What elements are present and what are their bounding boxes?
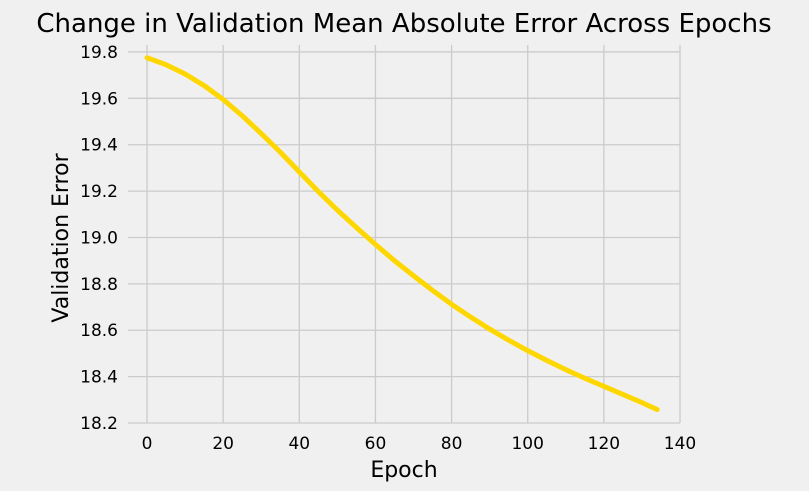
y-tick-label: 18.6 [80, 321, 118, 341]
x-tick-label: 0 [142, 434, 153, 454]
y-tick-label: 19.4 [80, 136, 118, 156]
x-tick-label: 20 [212, 434, 234, 454]
grid [128, 45, 681, 424]
series-line [144, 55, 660, 413]
y-tick-label: 18.8 [80, 275, 118, 295]
y-tick-label: 18.4 [80, 368, 118, 388]
y-tick-label: 19.6 [80, 89, 118, 109]
x-tick-label: 80 [441, 434, 463, 454]
plot-area [128, 45, 680, 423]
series-lines [144, 55, 660, 413]
y-tick-label: 18.2 [80, 414, 118, 434]
x-tick-label: 100 [511, 434, 543, 454]
x-axis-label: Epoch [370, 458, 437, 483]
chart-title: Change in Validation Mean Absolute Error… [36, 9, 771, 39]
x-tick-labels: 0 20 40 60 80 100 120 140 [142, 434, 697, 454]
x-tick-label: 140 [664, 434, 696, 454]
x-tick-label: 120 [588, 434, 620, 454]
x-tick-label: 60 [365, 434, 387, 454]
y-tick-label: 19.0 [80, 228, 118, 248]
x-tick-label: 40 [288, 434, 310, 454]
y-tick-labels: 18.2 18.4 18.6 18.8 19.0 19.2 19.4 19.6 19.8 [80, 43, 118, 434]
y-tick-label: 19.8 [80, 43, 118, 63]
y-axis-label: Validation Error [49, 152, 74, 322]
y-tick-label: 19.2 [80, 182, 118, 202]
